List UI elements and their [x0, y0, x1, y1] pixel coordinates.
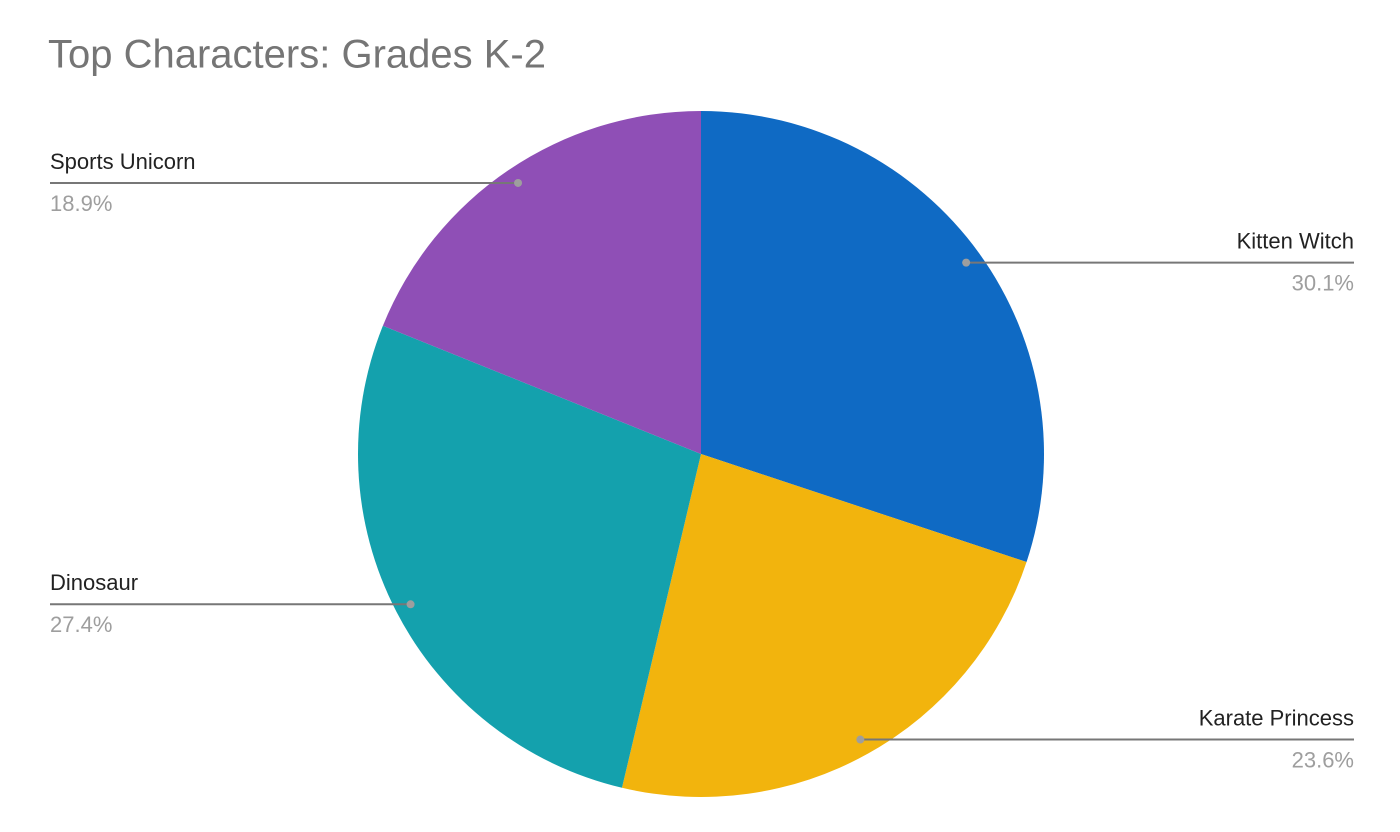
chart-title: Top Characters: Grades K-2 — [48, 33, 546, 77]
slice-value: 27.4% — [50, 612, 112, 637]
pie-slice — [382, 111, 701, 454]
slice-name: Dinosaur — [50, 570, 138, 595]
slice-value: 18.9% — [50, 191, 112, 216]
leader-dot — [856, 735, 865, 744]
pie-slice — [701, 111, 1044, 563]
pie-slice — [621, 454, 1027, 797]
slice-value: 23.6% — [1292, 747, 1354, 772]
slice-name: Kitten Witch — [1237, 228, 1354, 253]
slice-name: Karate Princess — [1199, 705, 1354, 730]
leader-dot — [514, 178, 523, 187]
leader-dot — [406, 600, 415, 609]
leader-dot — [962, 258, 971, 267]
slice-name: Sports Unicorn — [50, 149, 196, 174]
pie-slice — [358, 325, 701, 788]
slice-value: 30.1% — [1292, 270, 1354, 295]
